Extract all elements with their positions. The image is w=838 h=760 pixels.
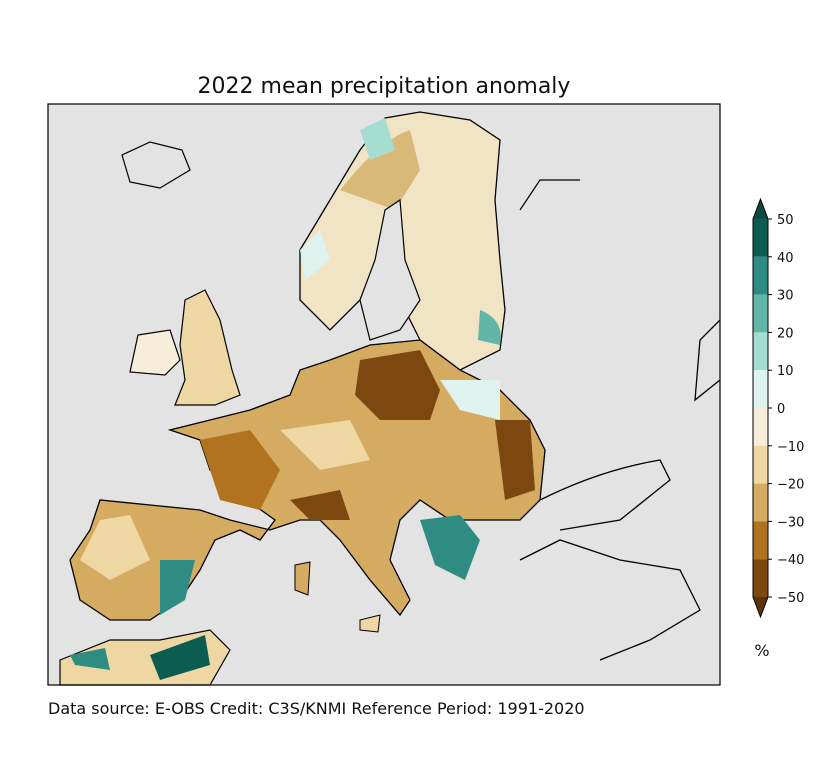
colorbar-level: [753, 332, 768, 371]
colorbar: 50 40 30 20 10 0 −10 −20 −30 −40 −50: [752, 197, 804, 619]
footer-credit: Data source: E-OBS Credit: C3S/KNMI Refe…: [48, 699, 585, 718]
region-wet-greece: [420, 515, 480, 580]
land-sicily: [359, 614, 381, 633]
map-frame: [47, 103, 721, 686]
land-sardinia: [294, 561, 311, 596]
region-wet-belarus: [440, 380, 500, 420]
region-very-dry-poland: [355, 350, 440, 420]
colorbar-level: [753, 559, 768, 597]
colorbar-level: [753, 219, 768, 257]
colorbar-tick-label: −20: [777, 478, 804, 493]
colorbar-tick-label: 50: [777, 213, 794, 228]
region-wet-algeria: [150, 635, 210, 680]
colorbar-level: [753, 256, 768, 295]
colorbar-tick-label: 0: [777, 402, 785, 417]
region-very-dry-italy: [290, 490, 350, 520]
region-wet-westnorway: [300, 230, 330, 280]
land-iceland: [121, 141, 191, 189]
coast-white-sea: [519, 179, 580, 211]
map: [59, 111, 721, 686]
region-iberia-west: [80, 515, 150, 580]
colorbar-extend-over: [753, 199, 768, 219]
chart-title: 2022 mean precipitation anomaly: [198, 74, 571, 99]
baltic-sea: [359, 198, 421, 341]
coast-turkey: [519, 539, 701, 661]
colorbar-level: [753, 408, 768, 446]
region-moderate-germany: [280, 420, 370, 470]
region-wet-russia: [478, 310, 501, 345]
colorbar-tick-label: 10: [777, 364, 794, 379]
region-dry-france: [200, 430, 280, 510]
coast-caspian: [694, 319, 721, 402]
colorbar-tick-label: 30: [777, 289, 794, 304]
region-very-dry-romania: [495, 420, 535, 500]
region-wet-spain-south: [160, 560, 195, 615]
colorbar-level: [753, 294, 768, 333]
colorbar-tick-label: −50: [777, 591, 804, 606]
region-dry-scandinavia: [340, 130, 420, 210]
land-great-britain: [174, 289, 241, 406]
colorbar-tick-label: −30: [777, 515, 804, 530]
colorbar-label: %: [754, 641, 769, 660]
colorbar-tick-label: 20: [777, 326, 794, 341]
colorbar-tick-label: −40: [777, 553, 804, 568]
land-ireland: [129, 329, 181, 376]
colorbar-level: [753, 370, 768, 408]
colorbar-extend-under: [753, 597, 768, 617]
colorbar-tick-label: 40: [777, 251, 794, 266]
region-wet-morocco: [70, 648, 110, 670]
colorbar-level: [753, 445, 768, 484]
coast-black-sea: [539, 459, 671, 531]
colorbar-tick-label: −10: [777, 440, 804, 455]
colorbar-level: [753, 483, 768, 522]
colorbar-level: [753, 521, 768, 560]
region-wet-norway: [360, 118, 395, 160]
